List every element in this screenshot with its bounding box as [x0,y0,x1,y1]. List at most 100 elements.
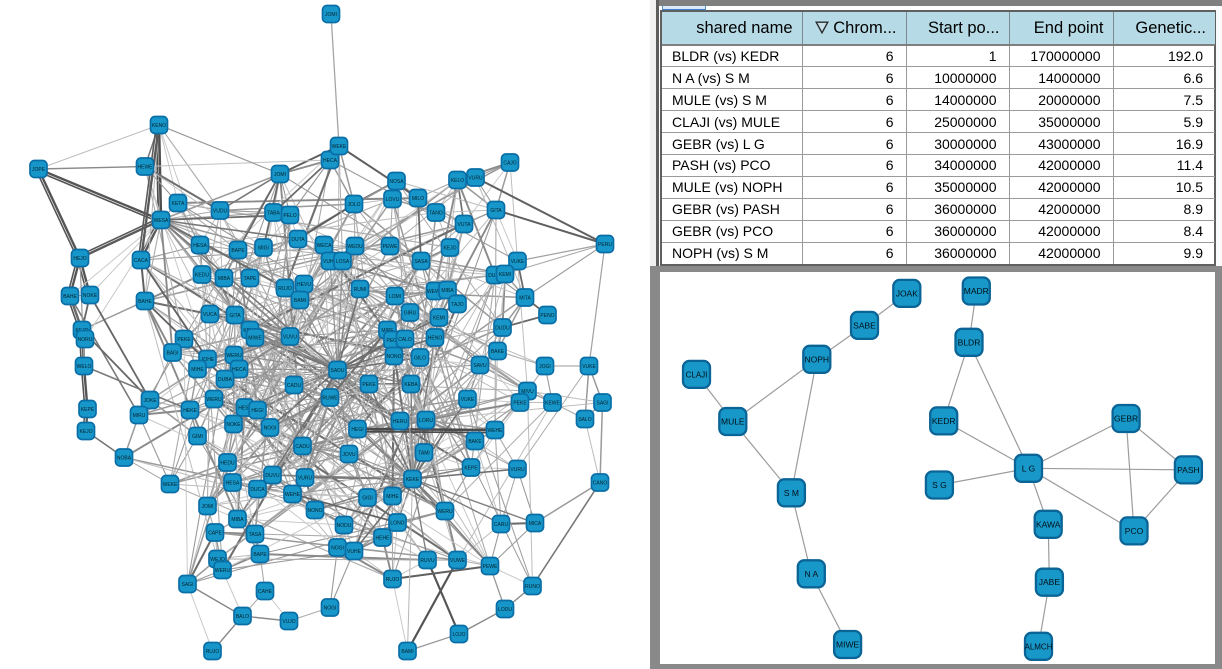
svg-text:JOMI: JOMI [325,12,337,18]
svg-text:JOVU: JOVU [342,452,356,458]
svg-text:WERU: WERU [226,353,242,359]
svg-text:SAVU: SAVU [473,363,487,369]
svg-text:WEHE: WEHE [285,492,301,498]
svg-text:KETA: KETA [172,201,185,207]
svg-text:WELO: WELO [77,364,92,370]
svg-text:TAJO: TAJO [451,302,464,308]
svg-text:MIBA: MIBA [441,288,454,294]
svg-text:BALO: BALO [236,614,249,620]
svg-text:BLDR: BLDR [958,337,981,347]
svg-text:NOKE: NOKE [83,293,98,299]
svg-text:JOPE: JOPE [32,167,46,173]
svg-text:JOGI: JOGI [539,364,551,370]
svg-text:NOPH: NOPH [805,354,830,364]
svg-text:WEDU: WEDU [347,244,363,250]
svg-text:KEMI: KEMI [499,272,511,278]
svg-text:WEHE: WEHE [488,428,504,434]
svg-text:PEWE: PEWE [383,244,398,250]
svg-text:CLAJI: CLAJI [686,370,708,379]
svg-text:GIMI: GIMI [192,434,203,440]
svg-text:NONO: NONO [308,508,323,514]
svg-text:VUDU: VUDU [213,209,228,215]
svg-text:KEPE: KEPE [81,407,95,413]
svg-text:HECA: HECA [323,158,338,164]
svg-text:LONO: LONO [390,521,404,527]
svg-text:TABA: TABA [267,211,280,217]
svg-text:VUWE: VUWE [450,558,466,564]
svg-text:MIVU: MIVU [521,389,534,395]
svg-text:MITA: MITA [519,296,531,302]
svg-text:JOAK: JOAK [896,288,919,298]
svg-text:PASH: PASH [1177,465,1200,475]
svg-text:SAGI: SAGI [597,401,609,407]
svg-text:VUVU: VUVU [283,335,297,341]
svg-text:CAPE: CAPE [208,531,222,537]
svg-text:HEWE: HEWE [138,165,154,171]
svg-text:PEKE: PEKE [362,382,376,388]
svg-text:HEHE: HEHE [376,536,391,542]
svg-text:KENO: KENO [152,123,166,129]
svg-text:KEMI: KEMI [433,316,445,322]
svg-text:KEDU: KEDU [195,273,209,279]
svg-text:N A: N A [804,569,818,579]
svg-text:CARU: CARU [494,522,509,528]
svg-text:VUKE: VUKE [461,397,475,403]
svg-text:VUHE: VUHE [347,549,362,555]
svg-text:MIBA: MIBA [231,517,244,523]
svg-text:DUDU: DUDU [495,326,510,332]
svg-text:WERU: WERU [206,397,222,403]
svg-text:MIHE: MIHE [386,494,399,500]
svg-text:S G: S G [932,480,947,490]
svg-text:CACA: CACA [134,258,149,264]
svg-text:JOKE: JOKE [143,398,157,404]
svg-text:BAHE: BAHE [138,299,152,305]
svg-text:NOGI: NOGI [264,426,277,432]
svg-text:CANO: CANO [593,481,608,487]
svg-text:LOJO: LOJO [452,632,465,638]
svg-text:HEJO: HEJO [73,256,86,262]
svg-text:JOMI: JOMI [274,172,286,178]
svg-text:KEJO: KEJO [79,429,92,435]
svg-text:MULE: MULE [721,417,745,427]
svg-text:NOGI: NOGI [331,546,344,552]
svg-text:MICA: MICA [529,521,542,527]
svg-text:LOMI: LOMI [389,294,401,300]
svg-text:DUJO: DUJO [488,273,502,279]
svg-text:GITA: GITA [229,313,241,319]
svg-text:DUBA: DUBA [218,377,233,383]
svg-text:WEWE: WEWE [427,289,444,295]
svg-text:HESA: HESA [226,481,240,487]
svg-text:SAGI: SAGI [182,582,194,588]
svg-text:RUVU: RUVU [420,558,435,564]
svg-text:TAMI: TAMI [418,451,430,457]
svg-text:JOHE: JOHE [201,357,215,363]
svg-text:HEKE: HEKE [183,408,197,414]
svg-text:GIGI: GIGI [362,496,373,502]
svg-text:HESA: HESA [238,406,252,412]
svg-text:MILO: MILO [412,196,424,202]
svg-text:NOBA: NOBA [117,456,132,462]
svg-text:DUCA: DUCA [250,487,265,493]
svg-text:ALMCH: ALMCH [1024,642,1052,651]
svg-text:MIHE: MIHE [191,367,204,373]
svg-text:RUMI: RUMI [354,287,367,293]
svg-text:RUJO: RUJO [278,286,292,292]
svg-text:BAPE: BAPE [253,552,267,558]
svg-text:GIRU: GIRU [404,311,417,317]
svg-text:HEGI: HEGI [351,427,363,433]
svg-text:JABE: JABE [1039,577,1061,587]
svg-text:WEJO: WEJO [210,557,225,563]
svg-text:PENO: PENO [540,313,554,319]
svg-text:NODU: NODU [337,523,352,529]
svg-text:VURU: VURU [510,467,525,473]
svg-text:PERU: PERU [598,242,612,248]
svg-text:SABE: SABE [853,320,876,330]
svg-text:S M: S M [784,488,799,498]
svg-text:SADU: SADU [331,368,345,374]
svg-text:BAHE: BAHE [63,294,77,300]
svg-text:RUNO: RUNO [525,584,540,590]
svg-text:JOLO: JOLO [347,202,360,208]
svg-text:NOGI: NOGI [324,606,337,612]
svg-text:MIBA: MIBA [218,276,231,282]
svg-text:JOMI: JOMI [202,504,214,510]
